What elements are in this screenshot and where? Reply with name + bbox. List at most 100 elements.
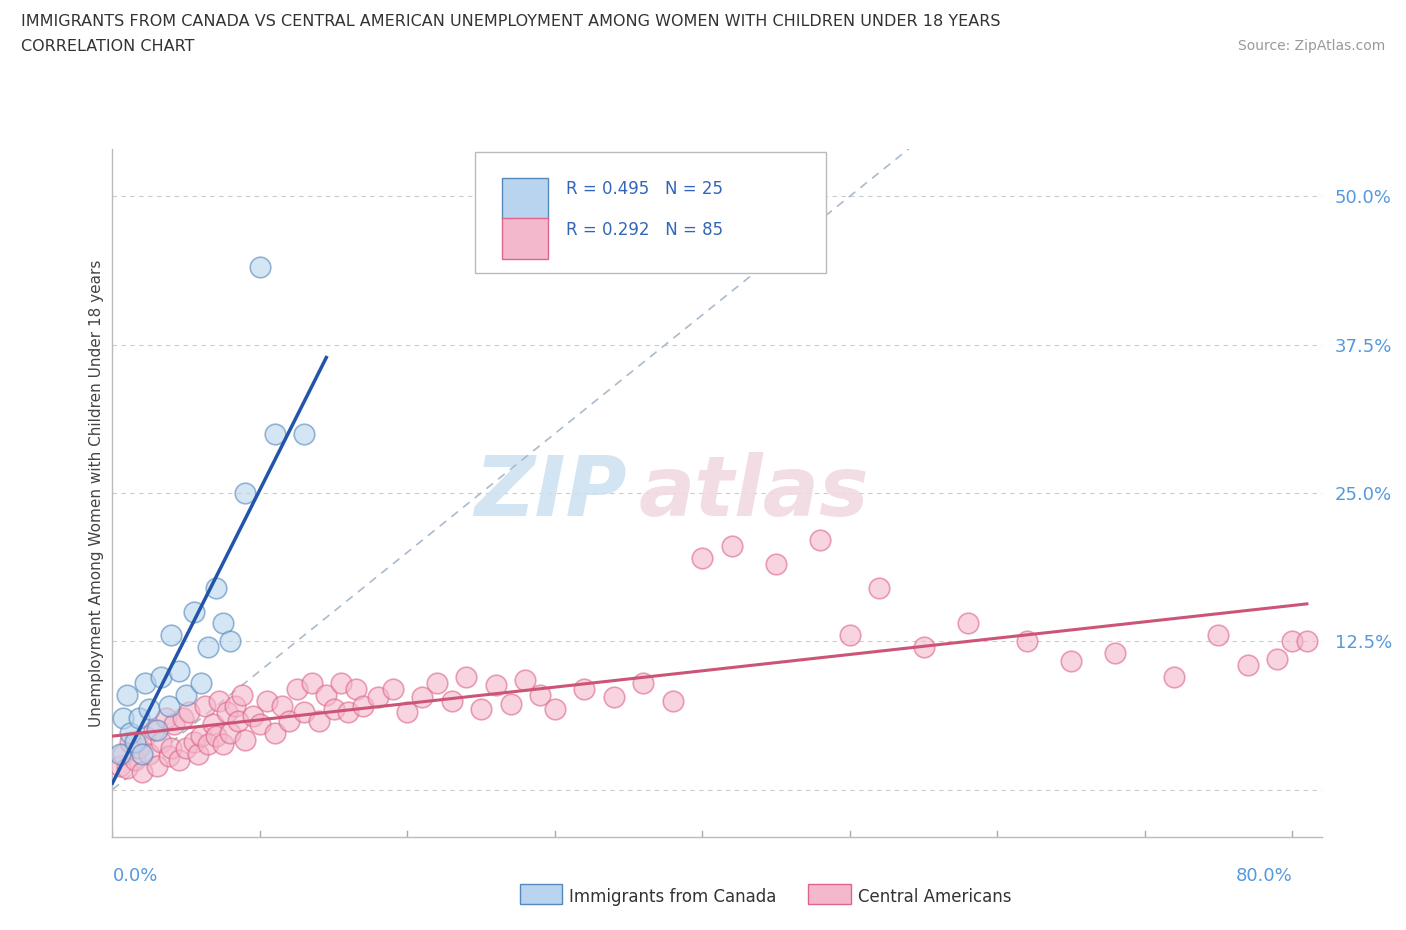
Point	[1296, 633, 1319, 648]
Point	[330, 675, 353, 690]
Point	[470, 701, 492, 716]
Point	[217, 705, 239, 720]
Point	[292, 705, 315, 720]
Point	[163, 717, 186, 732]
Point	[456, 670, 478, 684]
Text: 0.0%: 0.0%	[112, 867, 157, 884]
Point	[838, 628, 860, 643]
Point	[337, 705, 360, 720]
Point	[115, 761, 138, 776]
Point	[142, 723, 165, 737]
Point	[352, 699, 374, 714]
Point	[544, 701, 567, 716]
Point	[212, 616, 235, 631]
Point	[603, 689, 626, 704]
Point	[956, 616, 979, 631]
Point	[381, 682, 404, 697]
Point	[633, 675, 655, 690]
Point	[499, 697, 522, 711]
Point	[145, 758, 167, 773]
Point	[167, 752, 190, 767]
Text: IMMIGRANTS FROM CANADA VS CENTRAL AMERICAN UNEMPLOYMENT AMONG WOMEN WITH CHILDRE: IMMIGRANTS FROM CANADA VS CENTRAL AMERIC…	[21, 14, 1001, 29]
Point	[1163, 670, 1185, 684]
Point	[285, 682, 308, 697]
Point	[249, 260, 271, 275]
Text: CORRELATION CHART: CORRELATION CHART	[21, 39, 194, 54]
FancyBboxPatch shape	[475, 153, 825, 272]
Point	[208, 693, 231, 708]
Point	[167, 663, 190, 678]
Point	[204, 729, 226, 744]
Point	[249, 717, 271, 732]
Point	[204, 580, 226, 595]
Point	[111, 747, 134, 762]
Point	[124, 752, 146, 767]
Point	[1208, 628, 1230, 643]
Point	[197, 640, 219, 655]
Point	[765, 557, 787, 572]
Point	[120, 735, 142, 750]
Point	[183, 735, 205, 750]
Point	[315, 687, 337, 702]
Point	[124, 735, 146, 750]
Point	[367, 689, 389, 704]
Point	[231, 687, 253, 702]
Point	[219, 725, 242, 740]
Point	[111, 711, 134, 725]
Point	[212, 737, 235, 751]
Point	[226, 713, 249, 728]
Point	[187, 747, 209, 762]
Point	[174, 687, 197, 702]
Text: R = 0.292   N = 85: R = 0.292 N = 85	[565, 221, 723, 239]
Point	[233, 485, 256, 500]
Text: ZIP: ZIP	[474, 452, 626, 534]
Point	[145, 723, 167, 737]
Point	[344, 682, 367, 697]
Point	[134, 675, 156, 690]
Point	[529, 687, 551, 702]
Point	[263, 725, 285, 740]
FancyBboxPatch shape	[502, 218, 548, 259]
Point	[224, 699, 246, 714]
Point	[120, 725, 142, 740]
Point	[190, 729, 212, 744]
Point	[271, 699, 294, 714]
Point	[263, 426, 285, 441]
Point	[115, 687, 138, 702]
Point	[292, 426, 315, 441]
Point	[219, 633, 242, 648]
Point	[256, 693, 278, 708]
Point	[179, 705, 201, 720]
Point	[201, 717, 224, 732]
Point	[157, 749, 180, 764]
Point	[308, 713, 330, 728]
Point	[301, 675, 323, 690]
Text: Immigrants from Canada: Immigrants from Canada	[569, 888, 776, 906]
Point	[183, 604, 205, 619]
Point	[108, 758, 131, 773]
Point	[720, 538, 742, 553]
Text: atlas: atlas	[638, 452, 869, 534]
Point	[242, 709, 264, 724]
Point	[138, 701, 160, 716]
Text: Central Americans: Central Americans	[858, 888, 1011, 906]
Point	[1281, 633, 1303, 648]
Point	[1237, 658, 1260, 672]
Point	[426, 675, 449, 690]
Text: 80.0%: 80.0%	[1236, 867, 1292, 884]
Text: R = 0.495   N = 25: R = 0.495 N = 25	[565, 179, 723, 198]
Point	[322, 701, 344, 716]
Point	[574, 682, 596, 697]
Point	[150, 735, 173, 750]
Point	[131, 747, 153, 762]
Point	[190, 675, 212, 690]
Point	[868, 580, 890, 595]
Point	[160, 740, 183, 755]
Point	[485, 678, 508, 693]
Point	[150, 670, 173, 684]
Point	[515, 673, 537, 688]
Point	[662, 693, 685, 708]
Point	[155, 711, 177, 725]
Point	[1104, 645, 1126, 660]
Text: Source: ZipAtlas.com: Source: ZipAtlas.com	[1237, 39, 1385, 53]
